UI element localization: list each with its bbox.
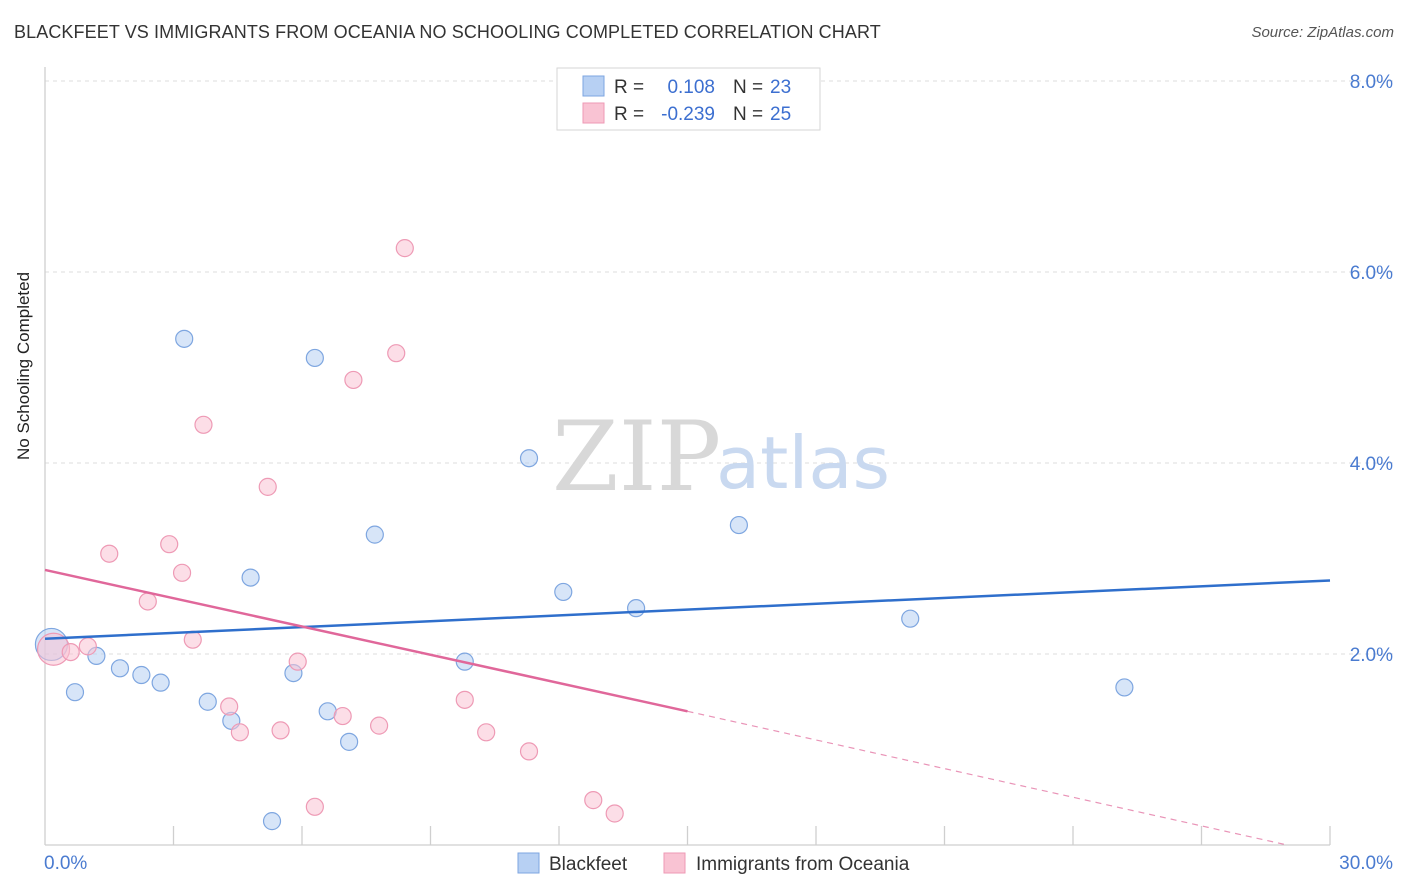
point-blackfeet — [65, 683, 85, 702]
trend-line-blackfeet — [44, 579, 1331, 640]
trend-lines — [44, 568, 1331, 846]
x-tick-label-max: 30.0% — [1339, 853, 1393, 874]
point-oceania — [605, 804, 624, 823]
watermark-zip: ZIP — [552, 401, 721, 513]
point-oceania — [333, 706, 352, 726]
point-oceania — [172, 563, 192, 582]
point-oceania — [183, 630, 202, 649]
legend-r-label-1: R = — [614, 77, 644, 98]
legend-n-label-1: N = — [733, 77, 763, 98]
watermark-atlas: atlas — [716, 421, 890, 505]
point-blackfeet — [175, 329, 194, 348]
point-oceania — [288, 652, 307, 671]
point-blackfeet — [554, 582, 573, 602]
legend-swatch-blackfeet — [582, 75, 605, 97]
point-blackfeet — [132, 665, 151, 685]
series-legend-label-oceania: Immigrants from Oceania — [696, 854, 910, 875]
point-blackfeet — [262, 812, 282, 831]
point-oceania — [194, 415, 213, 434]
point-oceania — [138, 592, 157, 611]
point-oceania — [61, 642, 80, 662]
point-oceania — [584, 791, 603, 810]
y-tick-labels: 2.0% 4.0% 6.0% 8.0% — [1350, 72, 1393, 666]
point-blackfeet — [729, 515, 749, 535]
legend-n-label-2: N = — [733, 104, 763, 125]
series-legend: Blackfeet Immigrants from Oceania — [517, 852, 910, 875]
data-points — [34, 239, 1134, 831]
point-blackfeet — [151, 673, 170, 692]
legend-swatch-oceania — [582, 102, 605, 124]
point-oceania — [100, 544, 119, 563]
watermark: ZIP atlas — [552, 401, 890, 513]
legend-r-label-2: R = — [614, 104, 644, 125]
y-tick-label: 6.0% — [1350, 263, 1393, 284]
legend-n-value-2: 25 — [770, 104, 791, 125]
point-oceania — [344, 370, 363, 390]
legend-r-value-1: 0.108 — [667, 77, 715, 98]
chart-title: BLACKFEET VS IMMIGRANTS FROM OCEANIA NO … — [14, 22, 881, 42]
series-legend-label-blackfeet: Blackfeet — [549, 854, 628, 875]
y-tick-label: 4.0% — [1350, 454, 1393, 475]
y-tick-label: 2.0% — [1350, 645, 1393, 666]
point-oceania — [271, 721, 290, 740]
point-oceania — [455, 690, 474, 709]
point-oceania — [370, 716, 389, 735]
point-blackfeet — [901, 609, 920, 628]
source-label: Source: ZipAtlas.com — [1251, 24, 1394, 41]
point-blackfeet — [340, 732, 359, 751]
point-blackfeet — [626, 599, 646, 618]
x-tick-labels: 0.0% 30.0% — [44, 853, 1393, 874]
y-tick-label: 8.0% — [1350, 72, 1393, 93]
point-oceania — [220, 697, 239, 716]
x-tick-marks — [172, 826, 1331, 845]
point-blackfeet — [305, 348, 324, 368]
point-blackfeet — [198, 692, 217, 711]
trend-line-oceania — [44, 568, 688, 713]
point-blackfeet — [110, 659, 130, 678]
point-blackfeet — [241, 568, 260, 587]
x-tick-label-min: 0.0% — [44, 853, 87, 874]
legend-n-value-1: 23 — [770, 77, 791, 98]
point-oceania — [160, 535, 179, 554]
grid-lines — [45, 80, 1393, 655]
point-blackfeet — [365, 525, 384, 544]
point-oceania — [395, 239, 414, 258]
point-blackfeet — [1115, 678, 1134, 697]
trend-line-oceania-extension — [687, 710, 1288, 846]
point-oceania — [78, 637, 97, 656]
series-legend-swatch-oceania — [663, 852, 686, 874]
point-oceania — [477, 723, 496, 742]
point-oceania — [258, 477, 277, 496]
point-oceania — [519, 742, 539, 761]
stats-legend: R = 0.108 N = 23 R = -0.239 N = 25 — [556, 67, 821, 131]
point-oceania — [387, 344, 406, 363]
point-oceania — [305, 797, 324, 816]
point-blackfeet — [318, 702, 337, 721]
legend-r-value-2: -0.239 — [661, 104, 715, 125]
point-blackfeet — [519, 449, 539, 468]
point-oceania — [230, 723, 249, 742]
series-legend-swatch-blackfeet — [517, 852, 540, 874]
